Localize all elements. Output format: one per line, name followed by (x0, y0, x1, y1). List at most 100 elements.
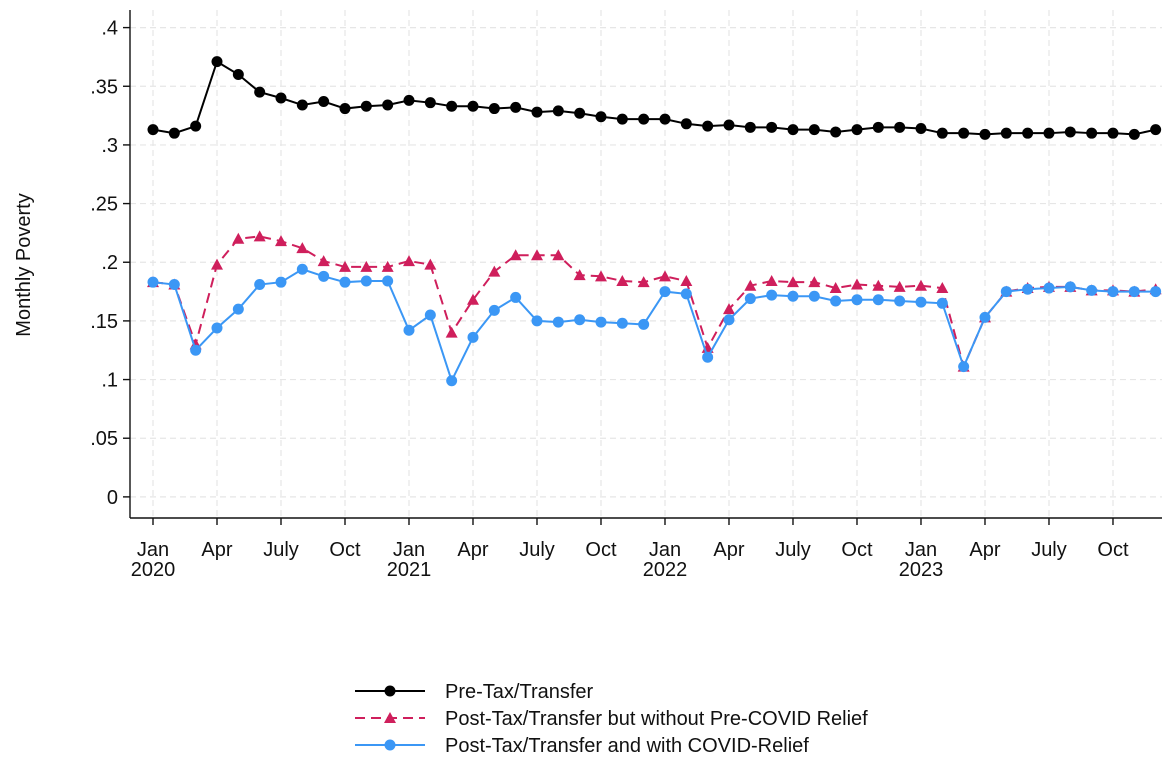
x-tick-label: Jan 2023 (899, 539, 944, 581)
marker (296, 263, 308, 275)
marker (1064, 126, 1076, 138)
marker (317, 255, 330, 267)
marker (914, 279, 927, 291)
x-tick-label: Apr (457, 539, 488, 561)
legend-item: Post-Tax/Transfer and with COVID-Relief (355, 735, 809, 757)
legend-item: Post-Tax/Transfer but without Pre-COVID … (355, 708, 868, 730)
marker (509, 249, 522, 261)
x-tick-label: July (1031, 539, 1067, 561)
marker (829, 282, 842, 294)
marker (552, 316, 564, 328)
y-tick-label: .2 (101, 252, 118, 274)
marker (339, 103, 351, 115)
marker (659, 113, 671, 125)
marker (1107, 286, 1119, 298)
marker (274, 235, 287, 247)
marker (1150, 124, 1162, 136)
x-tick-label: Apr (713, 539, 744, 561)
marker (232, 303, 244, 315)
marker (915, 122, 927, 134)
series-line (152, 235, 1156, 370)
marker (850, 278, 863, 290)
y-tick-label: .35 (90, 76, 118, 98)
marker (211, 322, 223, 334)
y-tick-label: .4 (101, 18, 118, 40)
marker (744, 279, 757, 291)
y-tick-label: .3 (101, 135, 118, 157)
marker (872, 279, 885, 291)
marker (510, 291, 522, 303)
marker (765, 275, 778, 287)
marker (979, 311, 991, 323)
marker (488, 103, 500, 115)
marker (424, 309, 436, 321)
series-line (152, 60, 1156, 136)
marker (424, 258, 437, 270)
marker (851, 294, 863, 306)
marker (659, 286, 671, 298)
marker (1150, 286, 1162, 298)
marker (851, 124, 863, 136)
marker (402, 255, 415, 267)
marker (680, 288, 692, 300)
marker (253, 230, 266, 242)
marker (1043, 282, 1055, 294)
marker (830, 126, 842, 138)
marker (744, 293, 756, 305)
marker (616, 275, 629, 287)
y-tick-label: .05 (90, 428, 118, 450)
x-tick-label: July (519, 539, 555, 561)
marker (915, 296, 927, 308)
marker (808, 276, 821, 288)
marker (1022, 127, 1034, 139)
marker (552, 105, 564, 117)
marker (360, 100, 372, 112)
marker (1000, 286, 1012, 298)
marker (530, 249, 543, 261)
series-line (152, 268, 1156, 384)
x-tick-label: Jan 2021 (387, 539, 432, 581)
marker (446, 100, 458, 112)
marker (787, 124, 799, 136)
marker (190, 344, 202, 356)
marker (510, 101, 522, 113)
legend-label: Pre-Tax/Transfer (445, 681, 594, 703)
marker (573, 269, 586, 281)
marker (296, 99, 308, 111)
marker (744, 121, 756, 133)
marker (1128, 286, 1140, 298)
x-tick-label: Apr (201, 539, 232, 561)
marker (936, 282, 949, 294)
marker (936, 127, 948, 139)
y-axis-label: Monthly Poverty (13, 193, 35, 336)
marker (787, 290, 799, 302)
marker (275, 276, 287, 288)
marker (638, 318, 650, 330)
marker (1064, 281, 1076, 293)
marker (872, 121, 884, 133)
marker (595, 316, 607, 328)
x-tick-label: Oct (1097, 539, 1129, 561)
legend-marker (384, 685, 396, 697)
marker (211, 56, 223, 68)
y-tick-label: .15 (90, 311, 118, 333)
x-tick-label: July (263, 539, 299, 561)
x-tick-label: Jan 2022 (643, 539, 688, 581)
marker (254, 86, 266, 98)
marker (766, 121, 778, 133)
marker (232, 69, 244, 81)
marker (702, 351, 714, 363)
marker (723, 314, 735, 326)
marker (808, 124, 820, 136)
legend-item: Pre-Tax/Transfer (355, 681, 594, 703)
marker (467, 331, 479, 343)
marker (616, 317, 628, 329)
marker (830, 295, 842, 307)
marker (1000, 127, 1012, 139)
marker (381, 260, 394, 272)
marker (702, 120, 714, 132)
marker (893, 280, 906, 292)
marker (979, 128, 991, 140)
marker (637, 276, 650, 288)
